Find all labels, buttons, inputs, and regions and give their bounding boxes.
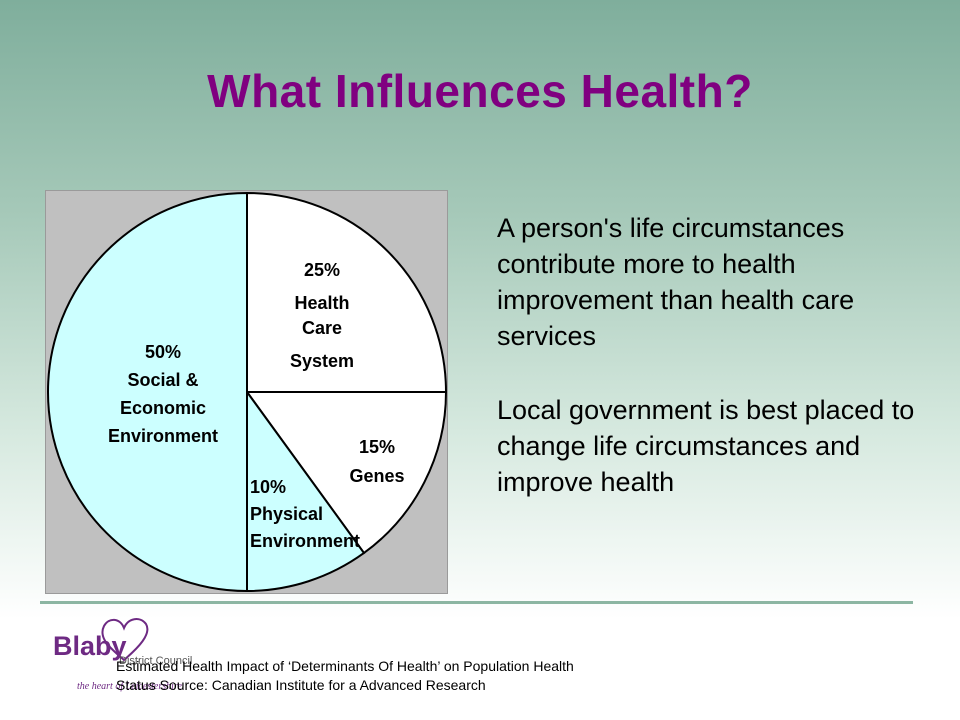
slice-percent-genes: 15% bbox=[359, 437, 395, 457]
slice-label-physical-environment: Environment bbox=[250, 531, 360, 551]
paragraph-local-government: Local government is best placed to chang… bbox=[497, 395, 915, 497]
heart-icon bbox=[101, 618, 149, 662]
slice-label-social-economic-environment: Social & bbox=[127, 370, 198, 390]
paragraph-life-circumstances: A person's life circumstances contribute… bbox=[497, 213, 855, 351]
caption-line-2: Status Source: Canadian Institute for a … bbox=[116, 677, 486, 693]
slice-label-health-care-system: System bbox=[290, 351, 354, 371]
slide-title: What Influences Health? bbox=[207, 65, 753, 117]
logo-tagline: the heart of Leicestershire bbox=[77, 681, 182, 692]
footer-divider bbox=[40, 601, 913, 604]
chart-caption: Estimated Health Impact of ‘Determinants… bbox=[116, 657, 676, 695]
slice-label-social-economic-environment: Economic bbox=[120, 398, 206, 418]
slice-percent-physical-environment: 10% bbox=[250, 477, 286, 497]
slice-label-genes: Genes bbox=[349, 466, 404, 486]
slice-percent-social-economic-environment: 50% bbox=[145, 342, 181, 362]
slice-percent-health-care-system: 25% bbox=[304, 260, 340, 280]
blaby-logo: Blaby District Council the heart of Leic… bbox=[50, 612, 210, 702]
slice-label-social-economic-environment: Environment bbox=[108, 426, 218, 446]
logo-subtitle: District Council bbox=[119, 655, 193, 667]
slice-label-physical-environment: Physical bbox=[250, 504, 323, 524]
slice-label-health-care-system: Health bbox=[294, 293, 349, 313]
pie-slice-health-care-system bbox=[246, 191, 448, 393]
slice-label-health-care-system: Care bbox=[302, 318, 342, 338]
caption-line-1: Estimated Health Impact of ‘Determinants… bbox=[116, 658, 574, 674]
pie-chart: 25% Health Care System 15% Genes 10% Physical En… bbox=[45, 190, 448, 594]
logo-name: Blaby bbox=[53, 631, 127, 661]
pie-slice-social-economic-environment bbox=[47, 191, 248, 593]
pie-slice-genes bbox=[245, 391, 448, 555]
pie-slice-physical-environment bbox=[246, 388, 366, 593]
